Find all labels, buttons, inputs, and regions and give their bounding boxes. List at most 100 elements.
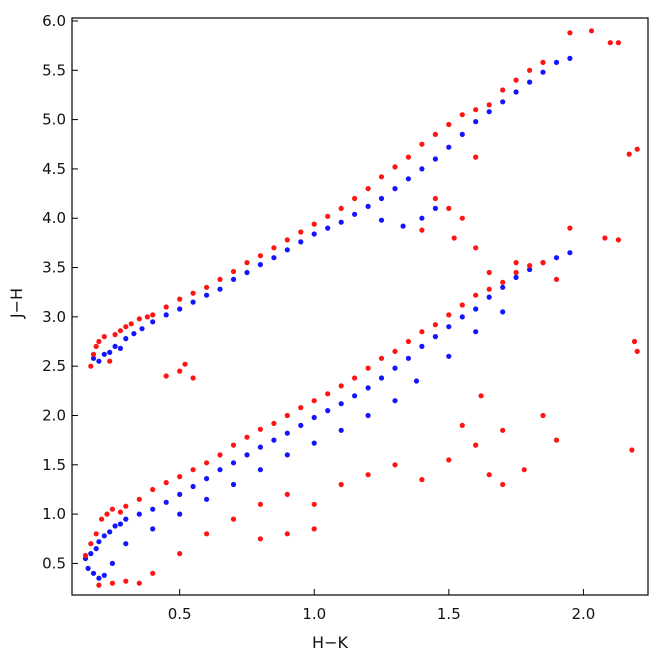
data-point: [365, 385, 371, 391]
data-point: [325, 213, 331, 219]
data-point: [459, 422, 465, 428]
data-point: [131, 331, 137, 337]
data-point: [85, 565, 91, 572]
data-point: [553, 276, 560, 282]
data-point: [163, 312, 169, 318]
data-point: [567, 225, 573, 231]
data-point: [432, 334, 438, 340]
data-point: [521, 467, 527, 473]
data-point: [177, 511, 183, 517]
data-point: [271, 255, 277, 261]
data-point: [109, 560, 115, 567]
data-point: [139, 326, 145, 332]
data-point: [284, 491, 290, 497]
y-tick-label: 2.5: [42, 357, 66, 375]
data-point: [284, 247, 290, 253]
data-point: [311, 221, 317, 227]
data-point: [419, 141, 425, 147]
data-point: [338, 481, 344, 488]
data-point: [446, 205, 452, 211]
data-point: [284, 452, 290, 458]
data-point: [190, 299, 196, 305]
data-point: [392, 348, 398, 354]
data-point: [117, 521, 123, 527]
data-point: [459, 131, 465, 137]
data-point: [88, 363, 94, 369]
data-point: [500, 309, 506, 315]
data-point: [163, 373, 169, 379]
data-point: [629, 447, 635, 453]
data-point: [553, 255, 560, 261]
data-point: [112, 523, 118, 529]
data-point: [527, 263, 533, 269]
data-point: [298, 422, 304, 428]
data-point: [419, 329, 425, 335]
data-point: [101, 351, 107, 357]
data-point: [459, 314, 465, 320]
data-point: [473, 245, 479, 251]
data-point: [123, 516, 129, 522]
data-point: [204, 476, 210, 482]
data-point: [96, 582, 102, 588]
data-point: [446, 312, 452, 318]
data-point: [150, 506, 156, 512]
data-point: [527, 266, 533, 273]
data-point: [352, 211, 358, 217]
data-point: [365, 186, 371, 192]
data-point: [500, 87, 506, 93]
data-point: [136, 496, 142, 502]
data-point: [136, 511, 142, 517]
data-point: [117, 509, 123, 515]
data-point: [123, 336, 129, 342]
data-point: [163, 499, 169, 505]
data-point: [150, 526, 156, 532]
y-tick-label: 5.5: [42, 61, 66, 79]
data-point: [271, 437, 277, 443]
data-point: [446, 457, 452, 463]
data-point: [163, 480, 169, 486]
data-point: [298, 239, 304, 245]
data-point: [392, 462, 398, 468]
data-point: [405, 338, 411, 345]
data-point: [90, 351, 97, 357]
data-point: [365, 365, 371, 371]
data-point: [284, 237, 290, 243]
data-point: [88, 541, 94, 547]
data-point: [513, 260, 519, 266]
data-point: [338, 205, 344, 211]
data-point: [101, 533, 107, 539]
data-point: [93, 546, 99, 552]
data-point: [392, 186, 398, 192]
data-point: [230, 268, 237, 275]
data-point: [230, 481, 237, 488]
data-point: [109, 506, 115, 512]
data-point: [204, 284, 210, 290]
x-tick-label: 0.5: [168, 605, 192, 623]
ticks-layer: 0.5 1.0 1.5 2.0 0.5 1.0 1.5 2.0 2.5 3.0 3.5 4.0 4.5 5…: [42, 12, 595, 623]
data-point: [607, 40, 613, 46]
y-tick-label: 0.5: [42, 554, 66, 572]
data-point: [217, 286, 223, 292]
data-point: [217, 452, 223, 458]
data-point: [325, 225, 331, 231]
data-point: [101, 334, 107, 340]
data-point: [486, 472, 492, 478]
data-point: [553, 59, 560, 65]
data-point: [96, 358, 102, 364]
data-point: [419, 343, 425, 349]
data-point: [128, 321, 134, 327]
data-point: [365, 203, 371, 209]
data-point: [112, 332, 118, 338]
data-point: [204, 496, 210, 502]
data-point: [284, 430, 290, 436]
data-point: [513, 89, 519, 95]
data-point: [500, 99, 506, 105]
data-point: [527, 67, 533, 73]
data-point: [405, 355, 411, 361]
data-point: [284, 531, 290, 537]
data-point: [104, 511, 110, 517]
data-point: [257, 536, 263, 542]
y-tick-label: 3.0: [42, 308, 66, 326]
data-point: [230, 516, 237, 522]
